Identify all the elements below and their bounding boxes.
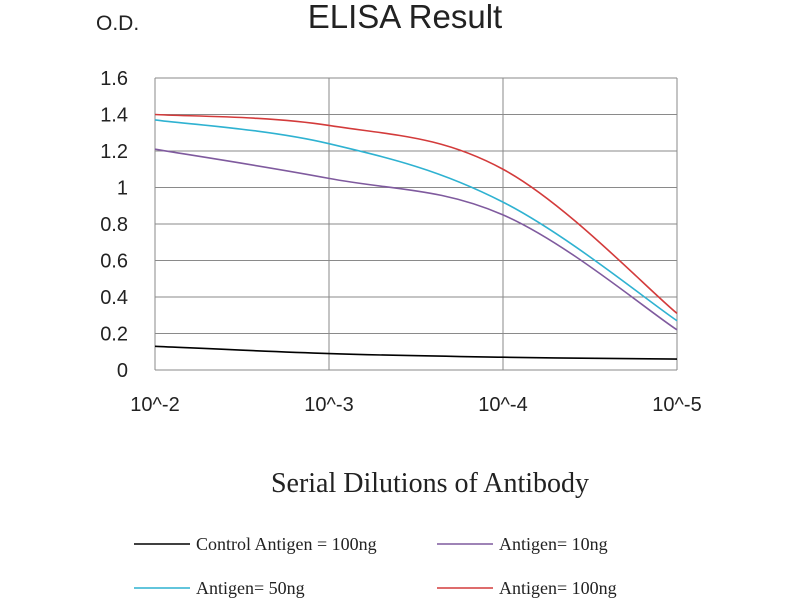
x-axis-ticks: 10^-2 10^-3 10^-4 10^-5: [130, 394, 701, 416]
y-axis-label: O.D.: [96, 12, 139, 35]
y-tick-label: 1: [117, 178, 128, 200]
legend-label: Antigen= 50ng: [196, 578, 305, 598]
y-tick-label: 0.6: [100, 251, 128, 273]
x-tick-label: 10^-2: [130, 394, 179, 416]
series-line-4: [154, 113, 678, 315]
legend-label: Antigen= 100ng: [499, 578, 617, 598]
y-tick-label: 1.6: [100, 68, 128, 90]
y-tick-label: 1.4: [100, 105, 128, 127]
y-tick-label: 1.2: [100, 141, 128, 163]
x-tick-label: 10^-5: [652, 394, 701, 416]
y-tick-label: 0.2: [100, 324, 128, 346]
legend-label: Antigen= 10ng: [499, 534, 608, 554]
series-line-1: [154, 345, 678, 360]
chart-title: ELISA Result: [308, 0, 502, 35]
y-axis-ticks: 0 0.2 0.4 0.6 0.8 1 1.2 1.4 1.6: [100, 68, 128, 382]
x-tick-label: 10^-4: [478, 394, 527, 416]
y-tick-label: 0.8: [100, 214, 128, 236]
series-lines: [154, 113, 678, 360]
series-line-3: [154, 119, 678, 322]
grid: [154, 77, 678, 371]
x-axis-label: Serial Dilutions of Antibody: [271, 468, 589, 499]
legend-label: Control Antigen = 100ng: [196, 534, 377, 554]
legend: Control Antigen = 100ng Antigen= 10ng Anti…: [134, 534, 617, 598]
y-tick-label: 0.4: [100, 287, 128, 309]
x-tick-label: 10^-3: [304, 394, 353, 416]
series-line-2: [154, 148, 678, 331]
y-tick-label: 0: [117, 360, 128, 382]
